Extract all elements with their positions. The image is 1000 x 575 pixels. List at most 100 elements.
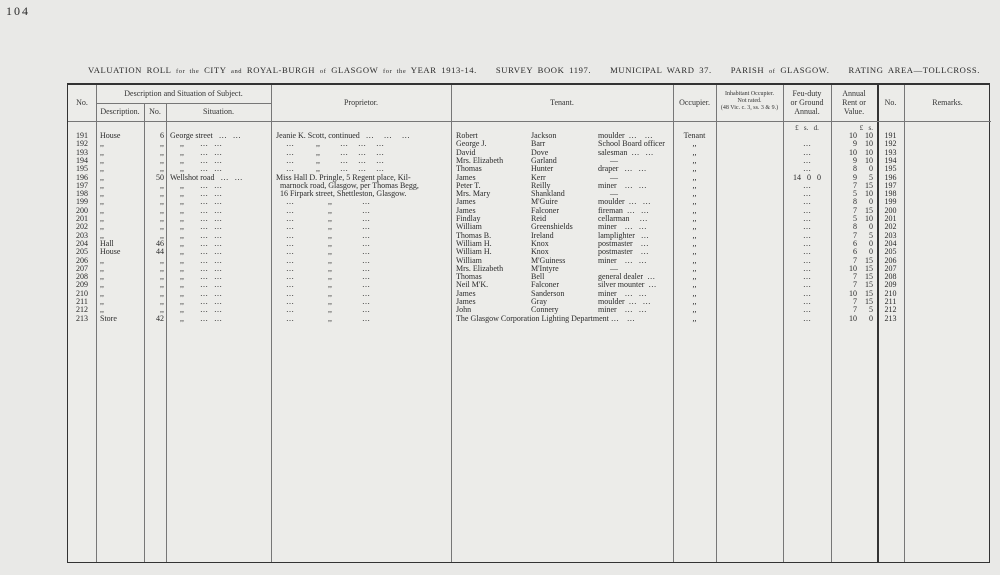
rent-pounds: 6 (853, 247, 857, 257)
row-number-right: 195 (884, 164, 897, 174)
house-number: ,, (160, 214, 164, 223)
tenant-occupation: miner … … (598, 180, 647, 190)
tenant-surname: Shankland (531, 189, 565, 199)
proprietor: … ,, … (276, 255, 370, 265)
occupier: ,, (692, 297, 697, 306)
tenant-first-name: Peter T. (456, 180, 481, 190)
tenant-first-name: James (456, 205, 476, 215)
page-number: 104 (6, 4, 30, 18)
tenant-surname: M'Guire (531, 197, 558, 207)
header-situation: Situation. (203, 107, 234, 116)
rent-pounds: 7 (853, 205, 857, 215)
header-line: Not rated. (737, 98, 762, 104)
description: ,, (100, 164, 104, 174)
header-inhabitant-occupier: Inhabitant Occupier. Not rated. (48 Vic.… (716, 91, 783, 112)
row-number: 212 (76, 305, 88, 315)
house-number: ,, (160, 180, 164, 190)
rent-shillings: 15 (865, 180, 873, 190)
house-number: ,, (160, 189, 164, 199)
rent-shillings: 0 (869, 197, 873, 207)
rent-pounds: 8 (853, 222, 857, 232)
header-annual-rent: Annual Rent or Value. (831, 89, 877, 116)
column-rule (716, 85, 717, 562)
table-row: 192,,,, ,, … … … ,, … … … George J. Barr Sc… (68, 139, 991, 149)
description: ,, (100, 222, 104, 232)
header-no-right: No. (884, 98, 897, 107)
house-number: ,, (160, 147, 164, 157)
tenant-first-name: Mrs. Elizabeth (456, 263, 504, 273)
situation: ,, … … (170, 180, 222, 190)
proprietor: … ,, … (276, 197, 370, 207)
tenant-surname: Knox (531, 238, 549, 248)
row-number: 198 (76, 189, 88, 199)
valuation-table: No. Description and Situation of Subject… (67, 83, 991, 563)
municipal-ward: MUNICIPAL WARD 37. (610, 65, 712, 75)
description: ,, (100, 263, 104, 273)
occupier: ,, (692, 155, 697, 165)
description: ,, (100, 180, 104, 190)
tenant-first-name: James (456, 297, 476, 306)
situation: ,, … … (170, 280, 222, 290)
tenant-occupation: salesman … … (598, 147, 654, 157)
row-number: 192 (76, 139, 88, 149)
header-number: No. (149, 107, 161, 116)
tenant-first-name: James (456, 172, 476, 182)
proprietor: … ,, … (276, 247, 370, 257)
feu-duty: … (803, 222, 811, 232)
tenant-occupation: miner … … (598, 222, 647, 232)
feu-duty: … (803, 197, 811, 207)
proprietor: … ,, … (276, 214, 370, 223)
row-number-right: 197 (884, 180, 897, 190)
header-remarks: Remarks. (932, 98, 963, 107)
parish: PARISH (730, 65, 765, 75)
row-number: 193 (76, 147, 88, 157)
header-proprietor: Proprietor. (344, 98, 378, 107)
column-rule (673, 85, 674, 562)
occupier: ,, (692, 238, 697, 248)
column-rule (783, 85, 784, 562)
table-row: 211,,,, ,, … … … ,, … James Gray moulder … … (68, 297, 991, 306)
situation: ,, … … (170, 214, 222, 223)
tenant-occupation: moulder … … (598, 297, 651, 306)
proprietor: … ,, … (276, 272, 370, 282)
header-tenant: Tenant. (550, 98, 574, 107)
row-number: 196 (76, 172, 88, 182)
row-number-right: 201 (884, 214, 897, 223)
tenant-first-name: Thomas (456, 272, 482, 282)
row-number-right: 200 (884, 205, 897, 215)
tenant-occupation: lamplighter … (598, 230, 649, 240)
tenant-occupation: — (598, 263, 618, 273)
feu-duty: … (803, 189, 811, 199)
header-line: (48 Vic. c. 3, ss. 3 & 9.) (720, 105, 779, 111)
occupier: ,, (692, 180, 697, 190)
proprietor: Miss Hall D. Pringle, 5 Regent place, Ki… (276, 172, 411, 182)
house-number: ,, (160, 139, 164, 149)
proprietor: … ,, … (276, 238, 370, 248)
tenant-surname: Falconer (531, 205, 559, 215)
occupier: ,, (692, 305, 697, 315)
tenant-first-name: David (456, 147, 476, 157)
description: ,, (100, 272, 104, 282)
description: ,, (100, 305, 104, 315)
feu-duty: … (803, 297, 811, 306)
tenant-first-name: James (456, 288, 476, 298)
rent-pounds: 9 (853, 155, 857, 165)
table-row: 208,,,, ,, … … … ,, … Thomas Bell general d… (68, 272, 991, 282)
row-number: 204 (76, 238, 88, 248)
title-part: and (230, 68, 243, 75)
tenant-surname: Garland (531, 155, 557, 165)
occupier: ,, (692, 313, 697, 323)
situation: ,, … … (170, 272, 222, 282)
occupier: ,, (692, 164, 697, 174)
house-number: 50 (156, 172, 164, 182)
proprietor: … ,, … (276, 305, 370, 315)
rent-pounds: 8 (853, 164, 857, 174)
tenant-occupation: miner … … (598, 305, 647, 315)
proprietor: … ,, … (276, 288, 370, 298)
tenant-occupation: moulder … … (598, 131, 653, 140)
row-number-right: 212 (884, 305, 897, 315)
table-row: 196,, 50 Wellshot road … … Miss Hall D. Pri… (68, 172, 991, 182)
table-row: 213 Store 42 ,, … … … ,, … The Glasgow Corp… (68, 313, 991, 323)
table-row: 193,,,, ,, … … … ,, … … … David Dove salesm… (68, 147, 991, 157)
situation: ,, … … (170, 305, 222, 315)
